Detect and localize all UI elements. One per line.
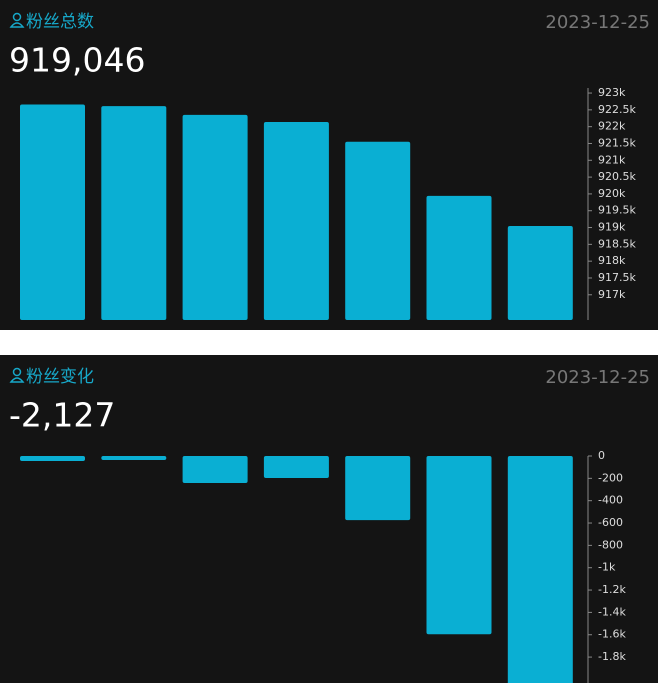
y-tick-label: 918.5k (598, 237, 636, 250)
bar (426, 456, 492, 635)
bar (507, 225, 573, 320)
y-tick-label: 922k (598, 120, 626, 133)
bar (426, 195, 492, 320)
bar (20, 456, 85, 462)
bar (20, 104, 85, 320)
date: 2023-12-25 (545, 367, 650, 388)
panel: 粉丝总数 2023-12-25 919,046 917k 917.5k 918k 918.5… (9, 12, 650, 321)
y-tick-label: 923k (598, 86, 626, 99)
panel-title: 粉丝总数 (26, 12, 94, 32)
y-tick-label: 921.5k (598, 136, 636, 149)
date: 2023-12-25 (545, 12, 650, 33)
bar (345, 141, 411, 320)
y-tick-label: -600 (598, 516, 623, 529)
y-tick-label: -1.6k (598, 628, 626, 641)
bar (507, 456, 573, 683)
y-tick-label: -1.8k (598, 650, 626, 663)
user-icon (12, 12, 22, 22)
user-icon (9, 377, 25, 383)
headline: -2,127 (9, 396, 115, 435)
y-tick-label: 921k (598, 153, 626, 166)
bar (263, 456, 329, 479)
y-tick-label: -1.2k (598, 583, 626, 596)
bar (345, 456, 411, 521)
bar (263, 121, 329, 321)
y-tick-label: -200 (598, 471, 623, 484)
y-tick-label: 920k (598, 187, 626, 200)
panel: 粉丝变化 2023-12-25 -2,127 0 -200 -400 -600 -800 -1k… (9, 367, 650, 683)
y-tick-label: -400 (598, 494, 623, 507)
bar (182, 456, 248, 484)
y-tick-label: 920.5k (598, 170, 636, 183)
y-tick-label: -1k (598, 561, 616, 574)
y-tick-label: 919k (598, 221, 626, 234)
bar (101, 106, 167, 320)
panel-title: 粉丝变化 (26, 367, 94, 387)
y-tick-label: 917.5k (598, 271, 636, 284)
bar (101, 456, 167, 461)
bar (182, 114, 248, 320)
y-tick-label: 918k (598, 254, 626, 267)
y-tick-label: 922.5k (598, 103, 636, 116)
y-tick-label: -800 (598, 538, 623, 551)
user-icon (9, 22, 25, 28)
y-tick-label: 917k (598, 288, 626, 301)
y-tick-label: -1.4k (598, 605, 626, 618)
y-tick-label: 919.5k (598, 204, 636, 217)
y-tick-label: 0 (598, 449, 605, 462)
headline: 919,046 (9, 41, 145, 80)
user-icon (12, 367, 22, 377)
